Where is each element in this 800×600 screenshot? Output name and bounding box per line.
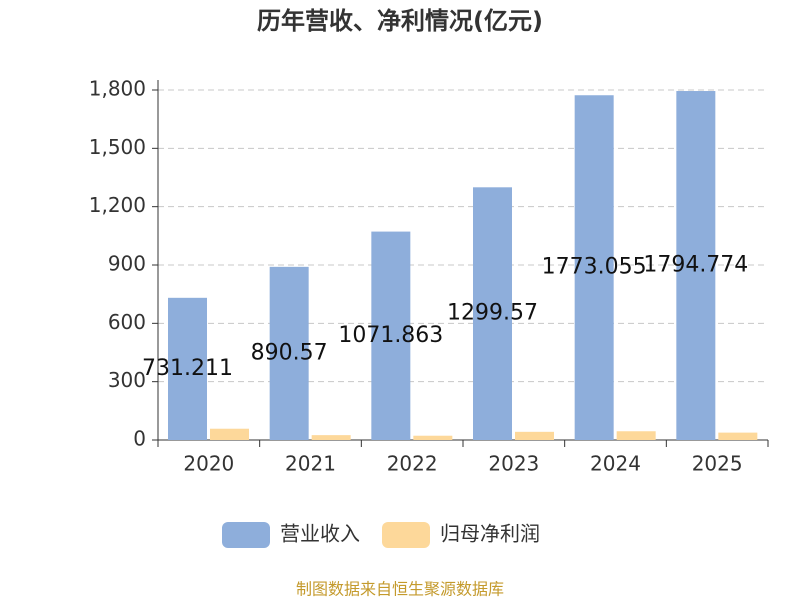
value-label: 890.57 bbox=[251, 340, 328, 365]
legend-label: 归母净利润 bbox=[440, 522, 540, 546]
x-tick-label: 2023 bbox=[488, 452, 539, 476]
chart-title: 历年营收、净利情况(亿元) bbox=[257, 7, 543, 35]
legend-swatch bbox=[382, 522, 430, 548]
bar bbox=[574, 95, 614, 440]
value-label: 1071.863 bbox=[338, 323, 443, 348]
bar bbox=[371, 231, 411, 440]
bar bbox=[168, 297, 207, 440]
y-tick-label: 1,200 bbox=[89, 193, 146, 217]
value-label: 1794.774 bbox=[643, 253, 748, 278]
bar bbox=[718, 432, 758, 440]
bar bbox=[515, 431, 554, 440]
legend-swatch bbox=[222, 522, 270, 548]
bar bbox=[413, 435, 453, 440]
y-tick-label: 900 bbox=[108, 252, 146, 276]
bar bbox=[269, 266, 309, 440]
bar bbox=[473, 187, 512, 440]
bar bbox=[210, 428, 249, 440]
x-tick-label: 2022 bbox=[387, 452, 438, 476]
x-tick-label: 2025 bbox=[692, 452, 743, 476]
bar bbox=[311, 435, 351, 440]
source-note: 制图数据来自恒生聚源数据库 bbox=[296, 580, 504, 599]
bar bbox=[616, 431, 656, 440]
bar bbox=[676, 91, 716, 440]
value-label: 731.211 bbox=[142, 356, 233, 381]
y-tick-label: 1,800 bbox=[89, 77, 146, 101]
value-label: 1773.055 bbox=[542, 255, 647, 280]
x-tick-label: 2020 bbox=[183, 452, 234, 476]
x-tick-label: 2021 bbox=[285, 452, 336, 476]
legend-label: 营业收入 bbox=[280, 522, 360, 546]
y-tick-label: 1,500 bbox=[89, 135, 146, 159]
x-tick-label: 2024 bbox=[590, 452, 641, 476]
y-tick-label: 600 bbox=[108, 310, 146, 334]
value-label: 1299.57 bbox=[447, 301, 538, 326]
y-tick-label: 0 bbox=[133, 427, 146, 451]
y-tick-label: 300 bbox=[108, 368, 146, 392]
